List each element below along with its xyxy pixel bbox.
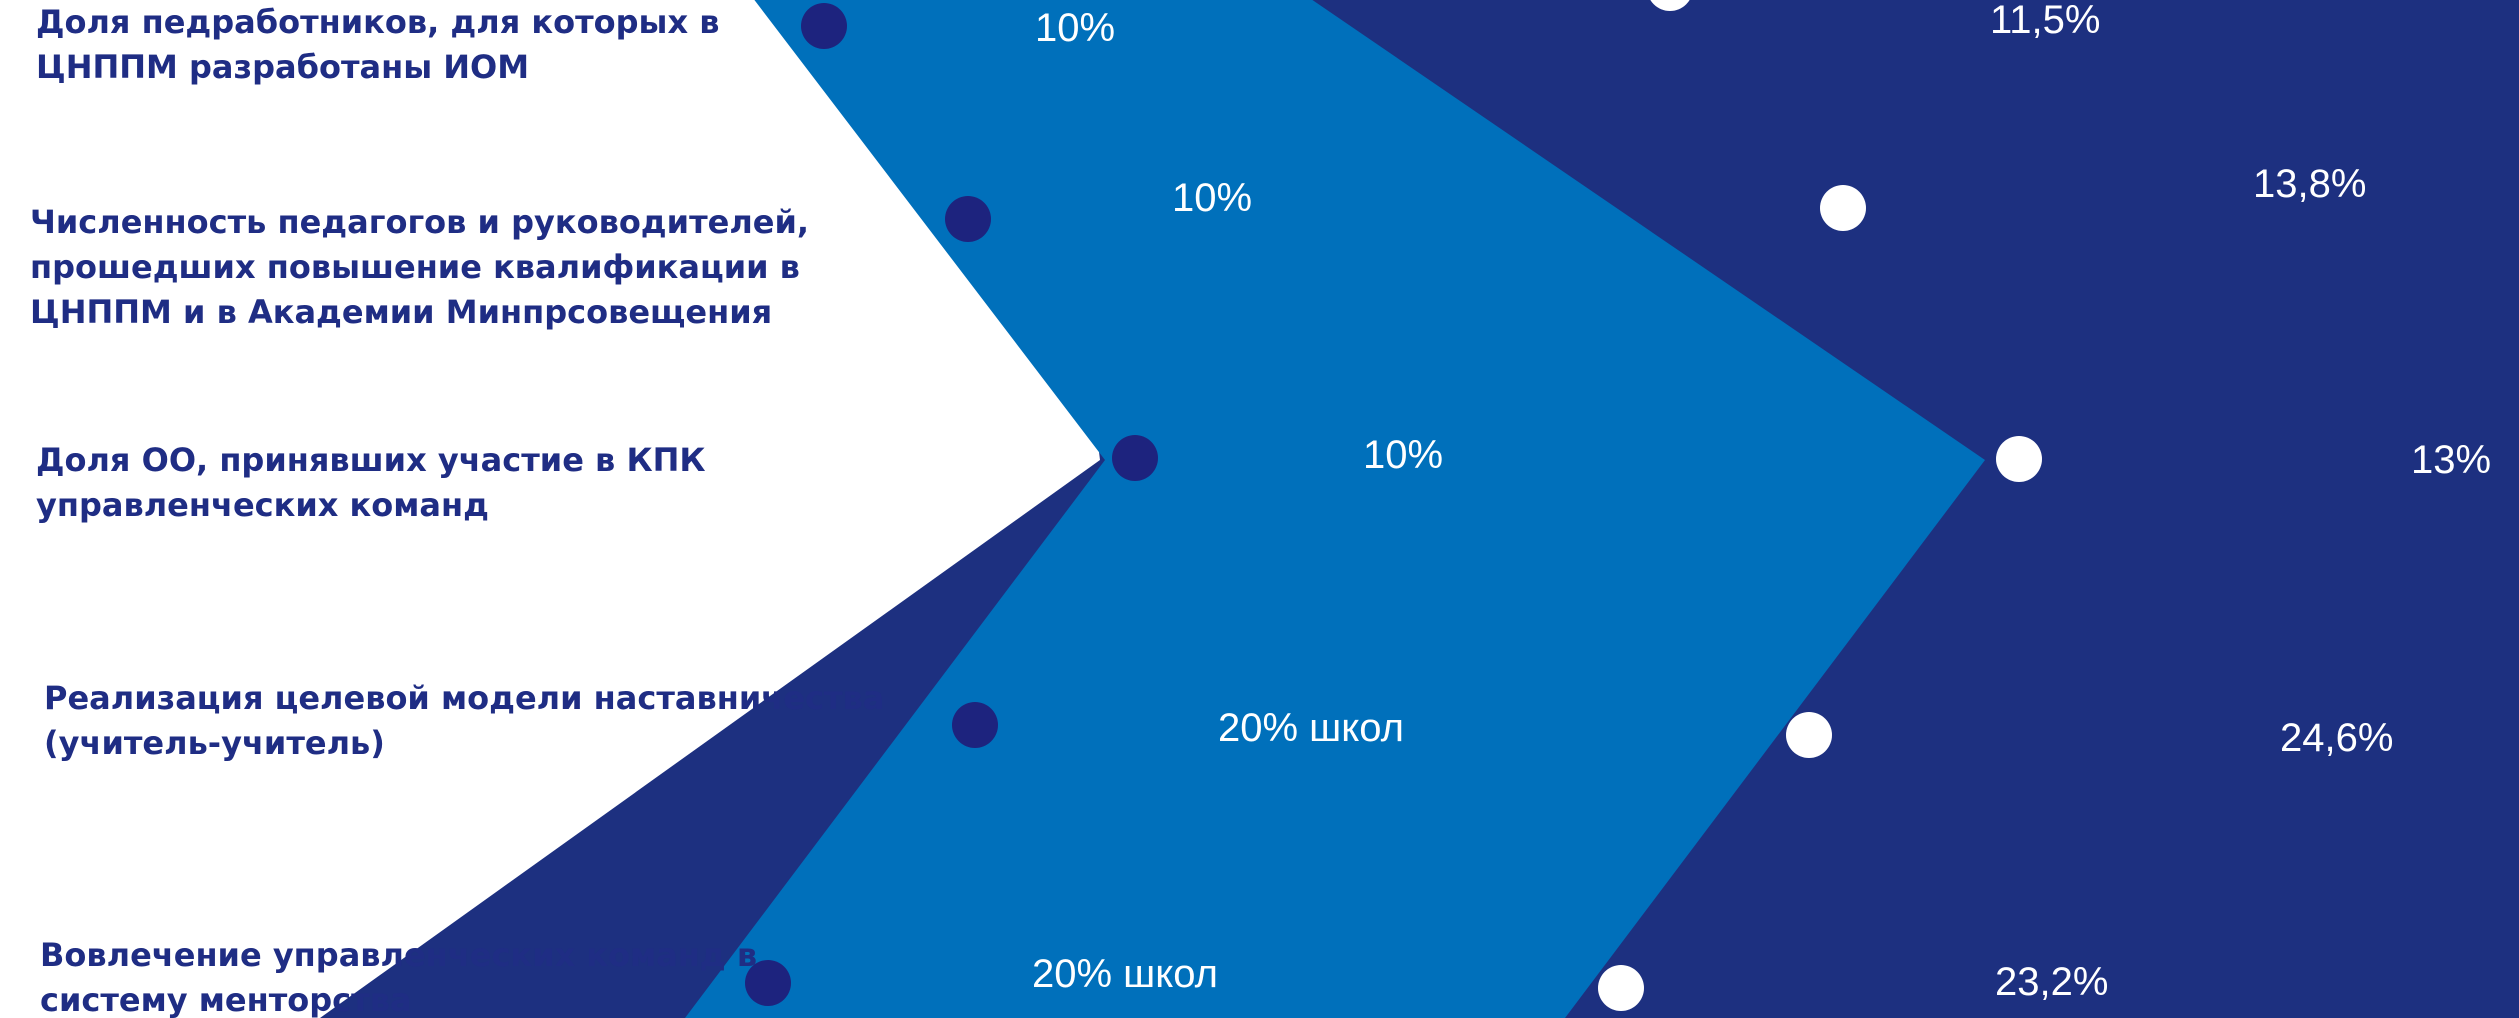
- row-label-kpk-management: Доля ОО, принявших участие в КПК управле…: [36, 441, 706, 524]
- target-value: 24,6%: [2280, 716, 2394, 760]
- target-marker: [1786, 712, 1832, 758]
- target-value: 13,8%: [2253, 162, 2367, 206]
- target-marker: [1598, 965, 1644, 1011]
- baseline-value: 20% школ: [1032, 952, 1218, 996]
- row-label-qualification-count: Численность педагогов и руководителей, п…: [30, 203, 810, 331]
- target-marker: [1820, 185, 1866, 231]
- baseline-marker: [801, 3, 847, 49]
- light-chevron-band: [685, 0, 1985, 1018]
- baseline-value: 20% школ: [1218, 706, 1404, 750]
- baseline-marker: [945, 196, 991, 242]
- baseline-value: 10%: [1172, 176, 1253, 220]
- target-value: 13%: [2411, 438, 2492, 482]
- row-label-teachers-iom: Доля педработников, для которых в ЦНППМ …: [36, 3, 720, 86]
- baseline-marker: [952, 702, 998, 748]
- baseline-value: 10%: [1035, 6, 1116, 50]
- target-marker: [1996, 436, 2042, 482]
- row-label-mentoring-model: Реализация целевой модели наставничества…: [44, 679, 885, 762]
- baseline-marker: [745, 960, 791, 1006]
- baseline-value: 10%: [1363, 433, 1444, 477]
- target-value: 23,2%: [1995, 960, 2109, 1004]
- target-marker: [1647, 0, 1693, 11]
- target-value: 11,5%: [1990, 0, 2101, 42]
- row-label-management-mentorship: Вовлечение управленческих команд в систе…: [40, 936, 758, 1018]
- baseline-marker: [1112, 435, 1158, 481]
